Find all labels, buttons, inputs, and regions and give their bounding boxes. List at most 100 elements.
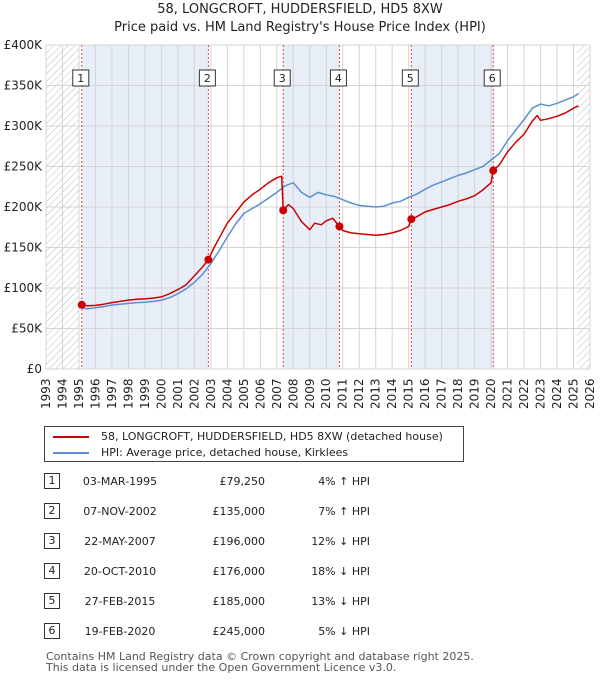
y-tick-label: £400K	[4, 38, 44, 52]
x-tick-label: 2021	[501, 378, 515, 409]
x-tick-label: 1999	[138, 378, 152, 409]
sale-number-box	[198, 69, 216, 87]
sale-number-label: 3	[279, 72, 286, 85]
sale-number-label: 2	[204, 72, 211, 85]
x-tick-label: 1998	[121, 378, 135, 409]
x-tick-label: 2000	[154, 378, 168, 409]
sale-point	[204, 255, 213, 264]
sale-date: 27-FEB-2015	[84, 595, 156, 608]
x-tick-label: 2002	[187, 378, 201, 409]
x-tick-label: 2010	[319, 378, 333, 409]
x-tick-label: 2015	[402, 378, 416, 409]
sale-number-label: 6	[489, 72, 496, 85]
sale-number-box	[401, 69, 419, 87]
x-tick-label: 2005	[237, 378, 251, 409]
footer-line-licence: This data is licensed under the Open Gov…	[46, 661, 397, 674]
sale-number-badge: 4	[44, 563, 60, 579]
sale-number-badge: 5	[44, 593, 60, 609]
sale-date: 19-FEB-2020	[84, 625, 156, 638]
x-tick-label: 2007	[270, 378, 284, 409]
y-tick-label: £300K	[4, 119, 44, 133]
chart-legend: 58, LONGCROFT, HUDDERSFIELD, HD5 8XW (de…	[44, 426, 464, 462]
y-tick-label: £250K	[4, 160, 44, 174]
x-tick-label: 2009	[303, 378, 317, 409]
x-tick-label: 1994	[55, 378, 69, 409]
sale-hpi-diff: 13% ↓ HPI	[311, 595, 370, 608]
sale-price: £176,000	[212, 565, 266, 578]
x-tick-label: 2018	[451, 378, 465, 409]
sale-date: 03-MAR-1995	[82, 475, 158, 488]
x-tick-label: 1995	[72, 378, 86, 409]
sale-number-badge: 6	[44, 623, 60, 639]
sale-price: £135,000	[212, 505, 266, 518]
sale-number-label: 1	[77, 72, 84, 85]
sale-hpi-diff: 18% ↓ HPI	[311, 565, 370, 578]
legend-swatch-property	[53, 436, 89, 438]
y-tick-label: £150K	[4, 241, 44, 255]
chart-title-line-2: Price paid vs. HM Land Registry's House …	[114, 20, 486, 35]
sale-number-box	[329, 69, 347, 87]
sale-point	[335, 222, 344, 231]
sale-date: 22-MAY-2007	[84, 535, 156, 548]
x-tick-label: 2011	[336, 378, 350, 409]
series-line-hpi	[78, 92, 579, 310]
sale-number-box	[273, 69, 291, 87]
x-tick-label: 2023	[534, 378, 548, 409]
sale-price: £245,000	[212, 625, 266, 638]
sales-row: 2 07-NOV-2002 £135,000 7% ↑ HPI	[0, 502, 600, 522]
y-tick-label: £100K	[4, 281, 44, 295]
x-tick-label: 2008	[286, 378, 300, 409]
sale-hpi-diff: 12% ↓ HPI	[311, 535, 370, 548]
sale-point	[489, 166, 498, 175]
footer-line-copyright: Contains HM Land Registry data © Crown c…	[46, 650, 474, 663]
x-tick-label: 2013	[369, 378, 383, 409]
x-tick-label: 2016	[418, 378, 432, 409]
x-tick-label: 2006	[253, 378, 267, 409]
sales-row: 6 19-FEB-2020 £245,000 5% ↓ HPI	[0, 622, 600, 642]
x-tick-label: 2026	[583, 378, 597, 409]
sale-date: 20-OCT-2010	[83, 565, 157, 578]
series-line-property	[81, 105, 579, 307]
sale-number-box	[483, 69, 501, 87]
y-tick-label: £200K	[4, 200, 44, 214]
price-chart: 1 2 3 4 5 6 £0 £50K £100K £150K £200K £250K £300K £3…	[4, 38, 597, 409]
legend-label-property: 58, LONGCROFT, HUDDERSFIELD, HD5 8XW (de…	[101, 430, 443, 443]
legend-swatch-hpi	[53, 452, 89, 454]
y-tick-label: £50K	[11, 322, 43, 336]
sale-price: £196,000	[212, 535, 266, 548]
sale-point	[407, 215, 416, 224]
sale-number-label: 4	[335, 72, 342, 85]
x-tick-label: 2012	[352, 378, 366, 409]
sale-price: £79,250	[219, 475, 266, 488]
sale-date: 07-NOV-2002	[83, 505, 157, 518]
attribution-footer: Contains HM Land Registry data © Crown c…	[46, 651, 474, 673]
y-tick-label: £350K	[4, 79, 44, 93]
sale-hpi-diff: 5% ↓ HPI	[318, 625, 370, 638]
sale-price: £185,000	[212, 595, 266, 608]
sale-number-box	[72, 69, 90, 87]
sale-number-badge: 3	[44, 533, 60, 549]
x-tick-label: 2020	[484, 378, 498, 409]
sale-number-label: 5	[407, 72, 414, 85]
y-tick-label: £0	[27, 362, 42, 376]
x-tick-label: 1996	[88, 378, 102, 409]
sale-number-badge: 1	[44, 473, 60, 489]
sales-row: 5 27-FEB-2015 £185,000 13% ↓ HPI	[0, 592, 600, 612]
sales-row: 1 03-MAR-1995 £79,250 4% ↑ HPI	[0, 472, 600, 492]
x-tick-label: 2017	[435, 378, 449, 409]
sale-number-badge: 2	[44, 503, 60, 519]
sale-hpi-diff: 7% ↑ HPI	[318, 505, 370, 518]
x-tick-label: 2019	[468, 378, 482, 409]
x-tick-label: 2004	[220, 378, 234, 409]
x-tick-label: 2003	[204, 378, 218, 409]
x-tick-label: 2022	[517, 378, 531, 409]
x-tick-label: 2001	[171, 378, 185, 409]
legend-label-hpi: HPI: Average price, detached house, Kirk…	[101, 446, 349, 459]
x-tick-label: 1993	[39, 378, 53, 409]
x-tick-label: 2024	[550, 378, 564, 409]
x-tick-label: 1997	[105, 378, 119, 409]
sales-row: 4 20-OCT-2010 £176,000 18% ↓ HPI	[0, 562, 600, 582]
chart-title-line-1: 58, LONGCROFT, HUDDERSFIELD, HD5 8XW	[157, 2, 443, 17]
sale-point	[77, 300, 86, 309]
sale-point	[279, 206, 288, 215]
